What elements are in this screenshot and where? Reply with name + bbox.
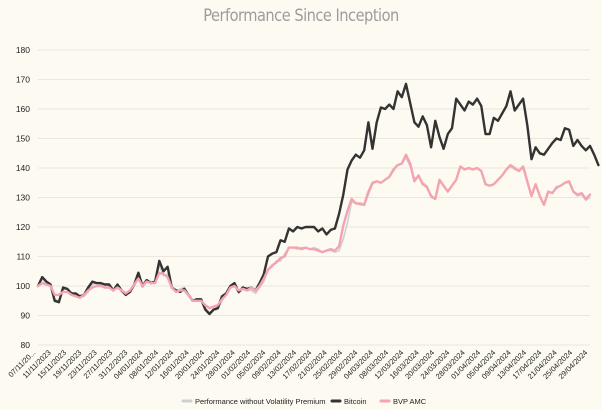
y-tick-label: 130: [16, 193, 30, 203]
legend-label: BVP AMC: [393, 397, 427, 406]
series-line: [36, 82, 600, 316]
y-tick-label: 110: [16, 252, 30, 262]
y-tick-label: 80: [21, 340, 31, 350]
y-tick-label: 160: [16, 104, 30, 114]
chart-title: Performance Since Inception: [203, 6, 399, 26]
legend-label: Bitcoin: [344, 397, 367, 406]
series-line: [36, 153, 592, 310]
y-tick-label: 140: [16, 163, 30, 173]
y-tick-label: 120: [16, 222, 30, 232]
y-tick-label: 100: [16, 281, 30, 291]
legend-label: Performance without Volatility Premium: [195, 397, 325, 406]
y-tick-label: 180: [16, 45, 30, 55]
y-tick-label: 90: [21, 311, 31, 321]
y-tick-label: 170: [16, 75, 30, 85]
y-tick-label: 150: [16, 134, 30, 144]
